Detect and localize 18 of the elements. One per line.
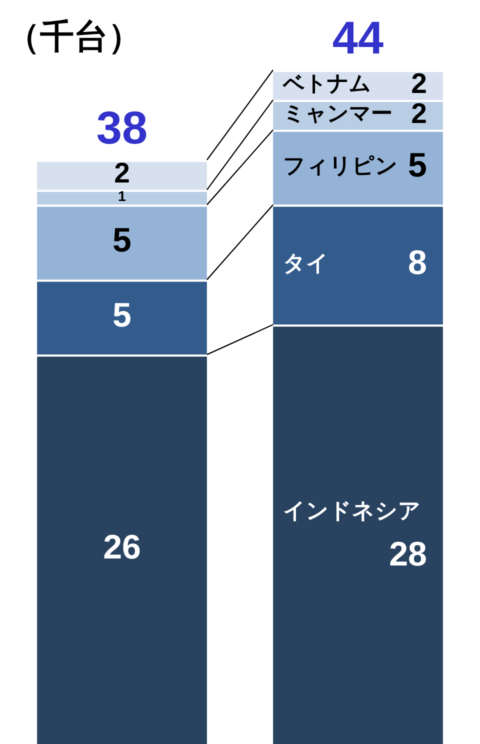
data-label: 2 <box>411 68 427 100</box>
series-label: ミャンマー <box>283 101 392 126</box>
series-label: インドネシア <box>283 499 422 524</box>
data-label: 1 <box>118 189 126 206</box>
series-label: フィリピン <box>283 154 398 180</box>
chart-title: （千台） <box>6 16 142 59</box>
series-label: ベトナム <box>282 72 372 97</box>
data-label: 28 <box>389 536 427 574</box>
data-label: 2 <box>114 158 130 190</box>
data-label: 5 <box>112 222 132 260</box>
data-label: 8 <box>408 244 427 282</box>
data-label: 2 <box>411 98 427 130</box>
data-label: 26 <box>103 528 141 567</box>
total-label: 38 <box>96 102 148 154</box>
data-label: 5 <box>112 296 132 335</box>
total-label: 44 <box>332 12 384 64</box>
data-label: 5 <box>408 146 427 185</box>
series-label: タイ <box>283 251 330 276</box>
